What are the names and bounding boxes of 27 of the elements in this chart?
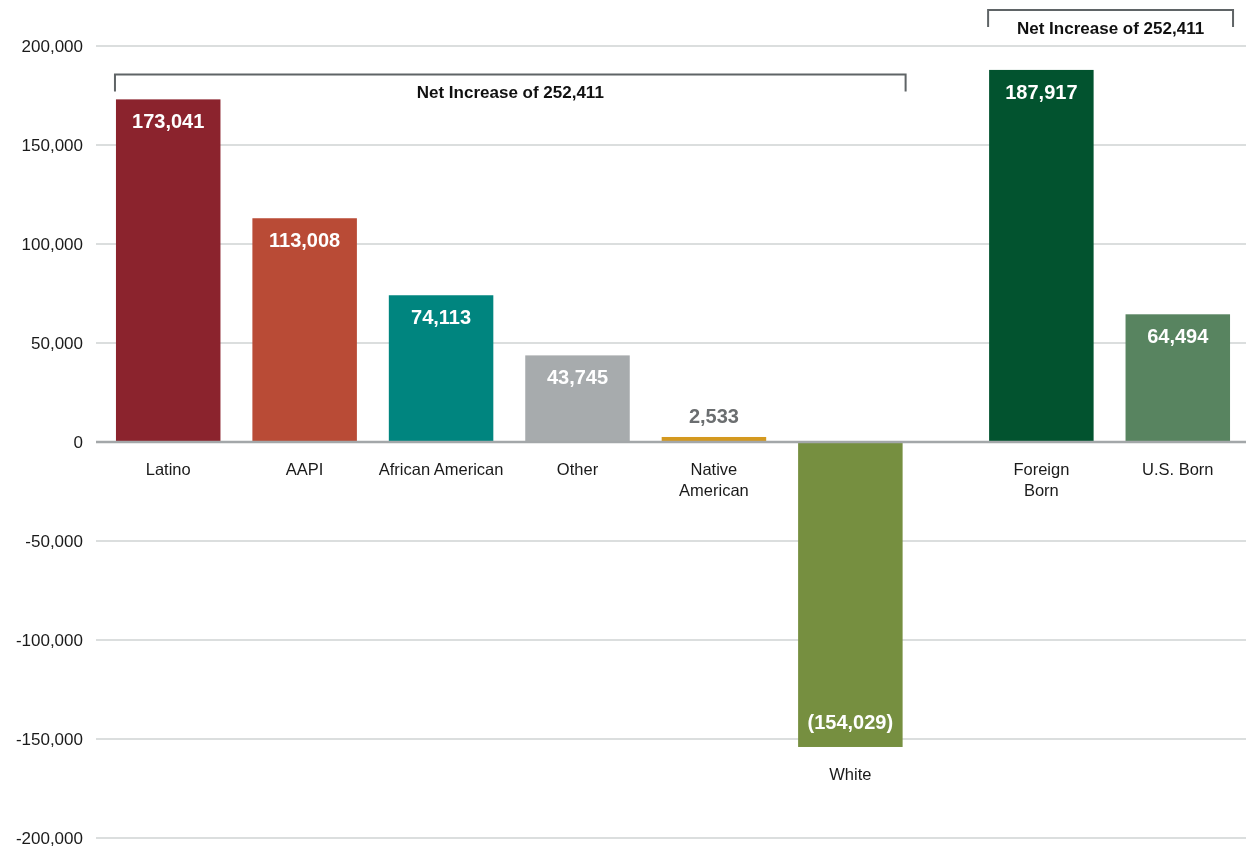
y-tick-label: -200,000: [15, 828, 83, 848]
y-tick-label: -150,000: [15, 729, 83, 749]
y-tick-label: -50,000: [25, 531, 83, 551]
x-tick-label: Native American: [679, 460, 749, 499]
data-label: 43,745: [546, 366, 609, 389]
y-tick-label: 150,000: [21, 135, 83, 155]
y-tick-label: 200,000: [21, 36, 83, 56]
y-tick-label: 100,000: [21, 234, 83, 254]
x-tick-label: U.S. Born: [1142, 460, 1214, 478]
data-label: 2,533: [688, 404, 739, 427]
x-tick-label: Foreign Born: [1013, 460, 1070, 499]
data-label: 64,494: [1147, 325, 1210, 348]
data-label: 113,008: [269, 229, 341, 252]
x-tick-label: White: [829, 764, 872, 783]
y-tick-label: 0: [73, 432, 83, 452]
data-label: 74,113: [411, 306, 472, 329]
x-tick-label: African American: [378, 460, 504, 478]
y-tick-label: -100,000: [15, 630, 83, 650]
text: Net Increase of 252,411: [1017, 18, 1205, 38]
x-tick-label: Latino: [145, 460, 191, 478]
x-tick-label: AAPI: [285, 460, 324, 478]
annotation: Net Increase of 252,411: [416, 83, 604, 103]
y-tick-label: 50,000: [31, 333, 83, 353]
x-tick-label: Other: [556, 460, 599, 478]
data-label: 187,917: [1005, 80, 1078, 103]
data-label: 173,041: [132, 110, 205, 133]
data-label: (154,029): [807, 710, 894, 733]
